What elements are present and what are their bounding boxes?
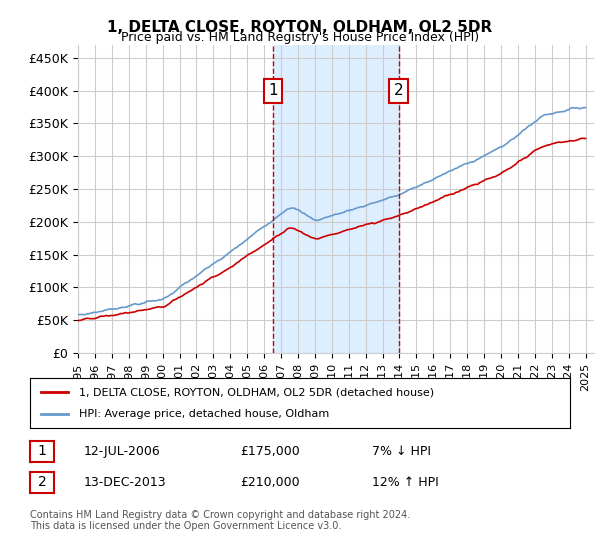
Text: This data is licensed under the Open Government Licence v3.0.: This data is licensed under the Open Gov… (30, 521, 341, 531)
1, DELTA CLOSE, ROYTON, OLDHAM, OL2 5DR (detached house) (251, 248, 259, 255)
Text: 1: 1 (268, 83, 278, 98)
Line: HPI: Average price, detached house, Oldham: HPI: Average price, detached house, Oldh… (78, 108, 586, 315)
Text: 1, DELTA CLOSE, ROYTON, OLDHAM, OL2 5DR: 1, DELTA CLOSE, ROYTON, OLDHAM, OL2 5DR (107, 20, 493, 35)
1, DELTA CLOSE, ROYTON, OLDHAM, OL2 5DR (detached house) (242, 253, 250, 259)
HPI: Average price, detached house, Oldham: (2.02e+03, 3.67e+05): Average price, detached house, Oldham: (… (555, 109, 562, 115)
Text: £210,000: £210,000 (240, 475, 299, 489)
Text: 2: 2 (394, 83, 403, 98)
Bar (273, 45, 398, 353)
Text: 1: 1 (38, 445, 46, 458)
1, DELTA CLOSE, ROYTON, OLDHAM, OL2 5DR (detached house) (581, 135, 588, 142)
1, DELTA CLOSE, ROYTON, OLDHAM, OL2 5DR (detached house) (582, 135, 589, 142)
HPI: Average price, detached house, Oldham: (2e+03, 5.83e+04): Average price, detached house, Oldham: (… (74, 311, 82, 318)
Text: 13-DEC-2013: 13-DEC-2013 (84, 475, 167, 489)
HPI: Average price, detached house, Oldham: (2.02e+03, 3.74e+05): Average price, detached house, Oldham: (… (582, 104, 589, 111)
Text: 2: 2 (38, 475, 46, 489)
Text: 1, DELTA CLOSE, ROYTON, OLDHAM, OL2 5DR (detached house): 1, DELTA CLOSE, ROYTON, OLDHAM, OL2 5DR … (79, 387, 434, 397)
Text: 12% ↑ HPI: 12% ↑ HPI (372, 475, 439, 489)
Text: 7% ↓ HPI: 7% ↓ HPI (372, 445, 431, 458)
Text: Contains HM Land Registry data © Crown copyright and database right 2024.: Contains HM Land Registry data © Crown c… (30, 510, 410, 520)
1, DELTA CLOSE, ROYTON, OLDHAM, OL2 5DR (detached house) (226, 265, 233, 272)
HPI: Average price, detached house, Oldham: (2.01e+03, 2.15e+05): Average price, detached house, Oldham: (… (298, 209, 305, 216)
HPI: Average price, detached house, Oldham: (2e+03, 5.82e+04): Average price, detached house, Oldham: (… (82, 311, 89, 318)
1, DELTA CLOSE, ROYTON, OLDHAM, OL2 5DR (detached house) (74, 318, 82, 324)
HPI: Average price, detached house, Oldham: (2.01e+03, 1.74e+05): Average price, detached house, Oldham: (… (244, 236, 251, 242)
HPI: Average price, detached house, Oldham: (2e+03, 1.54e+05): Average price, detached house, Oldham: (… (227, 248, 234, 255)
1, DELTA CLOSE, ROYTON, OLDHAM, OL2 5DR (detached house) (296, 228, 304, 235)
1, DELTA CLOSE, ROYTON, OLDHAM, OL2 5DR (detached house) (554, 139, 561, 146)
Text: HPI: Average price, detached house, Oldham: HPI: Average price, detached house, Oldh… (79, 409, 329, 419)
HPI: Average price, detached house, Oldham: (2e+03, 7.52e+04): Average price, detached house, Oldham: (… (138, 300, 145, 307)
Text: Price paid vs. HM Land Registry's House Price Index (HPI): Price paid vs. HM Land Registry's House … (121, 31, 479, 44)
Line: 1, DELTA CLOSE, ROYTON, OLDHAM, OL2 5DR (detached house): 1, DELTA CLOSE, ROYTON, OLDHAM, OL2 5DR … (78, 138, 586, 321)
1, DELTA CLOSE, ROYTON, OLDHAM, OL2 5DR (detached house) (137, 307, 144, 314)
Text: 12-JUL-2006: 12-JUL-2006 (84, 445, 161, 458)
HPI: Average price, detached house, Oldham: (2.01e+03, 1.85e+05): Average price, detached house, Oldham: (… (253, 228, 260, 235)
Text: £175,000: £175,000 (240, 445, 300, 458)
